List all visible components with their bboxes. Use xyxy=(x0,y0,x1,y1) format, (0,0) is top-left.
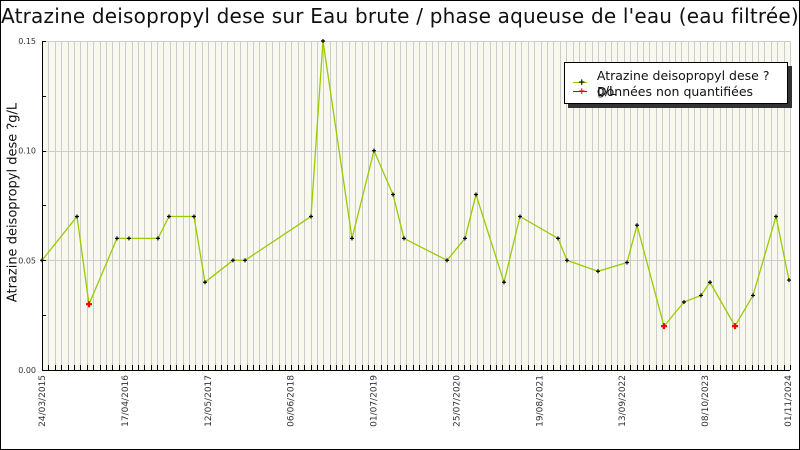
legend-line-marker-icon: + xyxy=(573,78,587,88)
y-tick-labels: 0.00 0.05 0.10 0.15 xyxy=(18,37,36,375)
svg-text:06/06/2018: 06/06/2018 xyxy=(287,375,297,427)
legend-label-measured: Atrazine deisopropyl dese ?g/L xyxy=(596,68,770,98)
svg-text:0.00: 0.00 xyxy=(18,366,36,375)
data-point-marker xyxy=(192,214,196,219)
data-point-marker xyxy=(115,236,119,241)
svg-text:08/10/2023: 08/10/2023 xyxy=(701,375,711,427)
data-point-marker xyxy=(625,260,629,265)
chart-legend: + Atrazine deisopropyl dese ?g/L + Donné… xyxy=(564,62,788,104)
data-point-marker xyxy=(75,214,79,219)
legend-item-measured: + Atrazine deisopropyl dese ?g/L xyxy=(573,68,787,98)
svg-text:01/07/2019: 01/07/2019 xyxy=(370,375,380,427)
svg-text:24/03/2015: 24/03/2015 xyxy=(38,375,48,427)
data-point-marker xyxy=(474,192,478,197)
data-point-marker xyxy=(463,236,467,241)
data-point-marker xyxy=(402,236,406,241)
svg-text:17/04/2016: 17/04/2016 xyxy=(121,375,131,427)
data-point-marker xyxy=(40,258,44,263)
non-quantified-marker xyxy=(86,301,92,308)
data-point-marker xyxy=(751,293,755,298)
data-point-marker xyxy=(787,278,791,283)
svg-text:0.15: 0.15 xyxy=(18,37,36,46)
data-point-marker xyxy=(350,236,354,241)
data-point-marker xyxy=(127,236,131,241)
data-point-marker xyxy=(596,269,600,274)
non-quantified-marker xyxy=(732,323,738,330)
x-tick-labels: 24/03/2015 17/04/2016 12/05/2017 06/06/2018… xyxy=(38,375,794,427)
data-point-marker xyxy=(502,280,506,285)
data-point-marker xyxy=(565,258,569,263)
data-point-marker xyxy=(391,192,395,197)
svg-text:13/09/2022: 13/09/2022 xyxy=(618,375,628,427)
data-point-marker xyxy=(708,280,712,285)
data-point-marker xyxy=(635,223,639,228)
chart-title: Atrazine deisopropyl dese sur Eau brute … xyxy=(1,4,799,28)
data-point-marker xyxy=(699,293,703,298)
svg-text:0.10: 0.10 xyxy=(18,147,36,156)
data-point-marker xyxy=(203,280,207,285)
svg-text:25/07/2020: 25/07/2020 xyxy=(452,375,462,427)
data-point-marker xyxy=(156,236,160,241)
non-quantified-marker xyxy=(661,323,667,330)
data-point-marker xyxy=(167,214,171,219)
legend-label-non-quantified: Données non quantifiées xyxy=(597,84,754,99)
data-point-marker xyxy=(774,214,778,219)
data-point-marker xyxy=(556,236,560,241)
data-point-marker xyxy=(309,214,313,219)
data-point-marker xyxy=(372,148,376,153)
data-point-marker xyxy=(321,39,325,43)
svg-text:19/08/2021: 19/08/2021 xyxy=(535,375,545,427)
x-axis-ticks xyxy=(42,41,791,371)
svg-text:01/11/2024: 01/11/2024 xyxy=(784,375,794,427)
data-point-marker xyxy=(682,300,686,305)
svg-text:0.05: 0.05 xyxy=(18,256,36,265)
y-axis-label: Atrazine deisopropyl dese ?g/L xyxy=(5,102,21,303)
legend-item-non-quantified: + Données non quantifiées xyxy=(573,84,753,99)
data-point-marker xyxy=(445,258,449,263)
data-point-marker xyxy=(243,258,247,263)
data-point-marker xyxy=(518,214,522,219)
data-markers xyxy=(40,39,791,330)
legend-red-marker-icon: + xyxy=(573,87,587,97)
svg-text:12/05/2017: 12/05/2017 xyxy=(204,375,214,427)
data-point-marker xyxy=(231,258,235,263)
